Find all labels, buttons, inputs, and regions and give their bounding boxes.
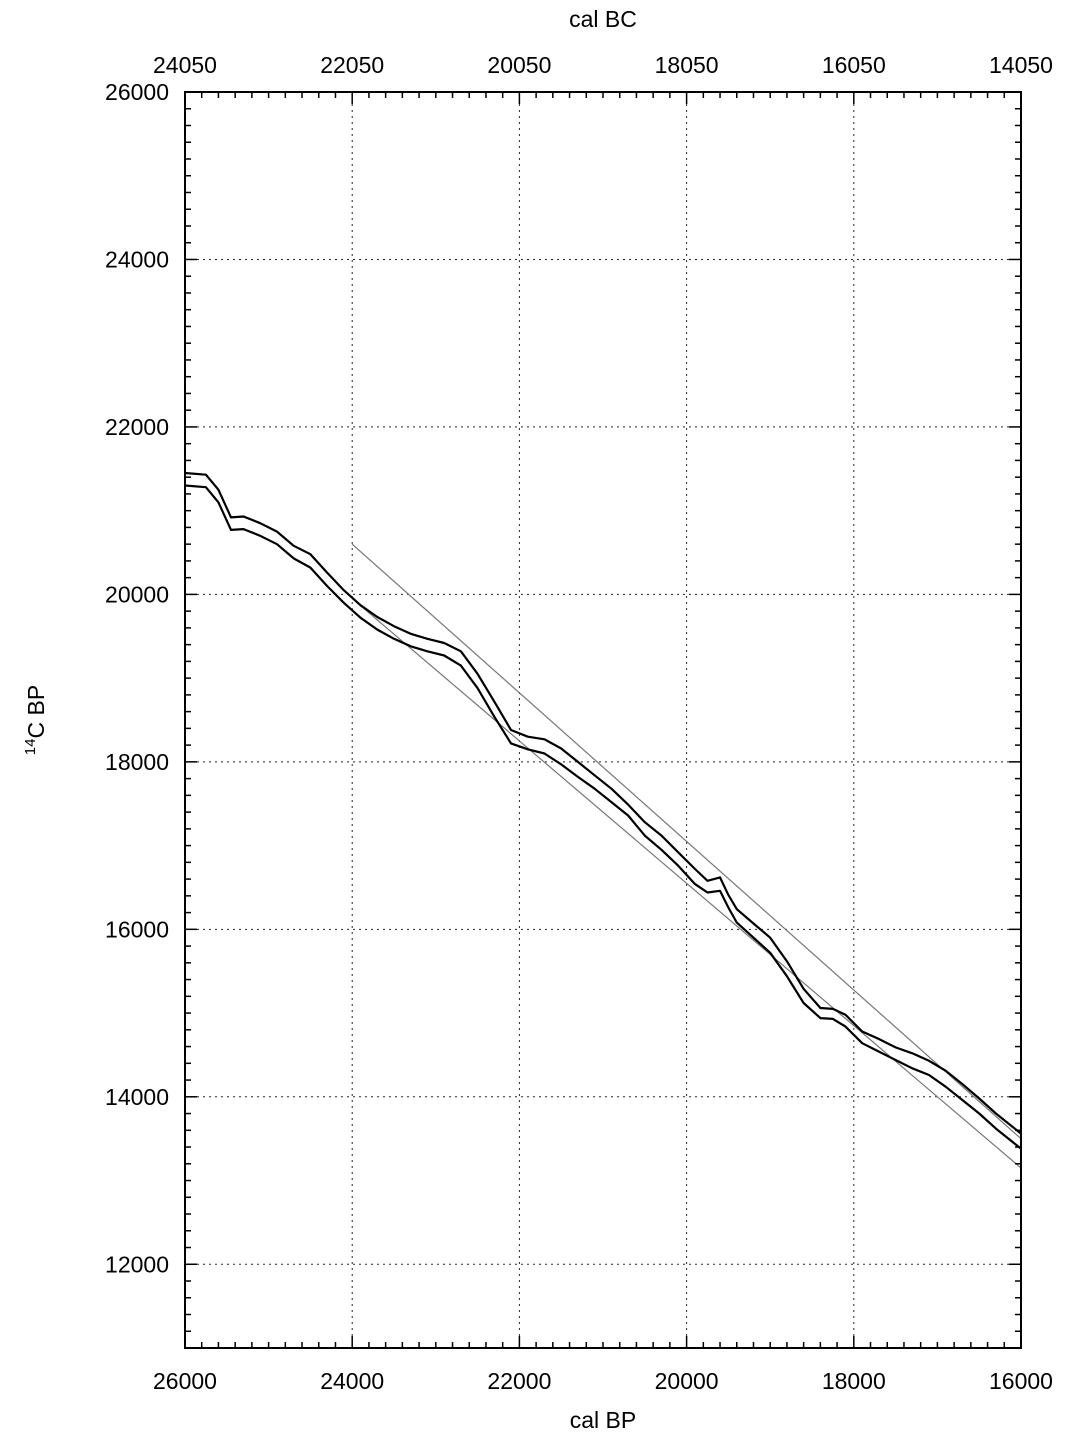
x-tick-label: 18000	[822, 1368, 886, 1394]
grid-lines	[185, 92, 1021, 1348]
x-tick-label: 24000	[320, 1368, 384, 1394]
lower-envelope-line	[184, 484, 1022, 1150]
reference-lines	[351, 543, 1022, 1169]
calibration-curves	[184, 471, 1022, 1150]
y-tick-label: 18000	[105, 749, 169, 775]
y-tick-label: 14000	[105, 1084, 169, 1110]
tick-labels: 2600024050240002205022000200502000018050…	[105, 52, 1053, 1394]
x-tick-label: 22000	[487, 1368, 551, 1394]
x-top-tick-label: 14050	[989, 52, 1053, 78]
y-axis-title-main: C BP	[23, 685, 49, 739]
x-axis-title-top: cal BC	[569, 6, 637, 32]
y-axis-title-superscript: 14	[22, 739, 39, 756]
axis-ticks	[184, 91, 1022, 1349]
x-top-tick-label: 20050	[487, 52, 551, 78]
plot-frame	[184, 91, 1022, 1349]
upper-envelope-line	[184, 471, 1022, 1135]
x-top-tick-label: 16050	[822, 52, 886, 78]
y-tick-label: 12000	[105, 1251, 169, 1277]
y-tick-label: 26000	[105, 79, 169, 105]
x-axis-title-bottom: cal BP	[570, 1407, 636, 1433]
y-tick-label: 20000	[105, 581, 169, 607]
x-top-tick-label: 24050	[153, 52, 217, 78]
y-axis-title: 14C BP	[22, 685, 49, 755]
x-tick-label: 20000	[655, 1368, 719, 1394]
x-tick-label: 26000	[153, 1368, 217, 1394]
x-top-tick-label: 22050	[320, 52, 384, 78]
y-tick-label: 16000	[105, 916, 169, 942]
reference-line-upper-line	[351, 543, 1022, 1140]
y-tick-label: 24000	[105, 246, 169, 272]
x-top-tick-label: 18050	[655, 52, 719, 78]
x-tick-label: 16000	[989, 1368, 1053, 1394]
reference-line-lower-line	[351, 598, 1022, 1169]
y-tick-label: 22000	[105, 414, 169, 440]
